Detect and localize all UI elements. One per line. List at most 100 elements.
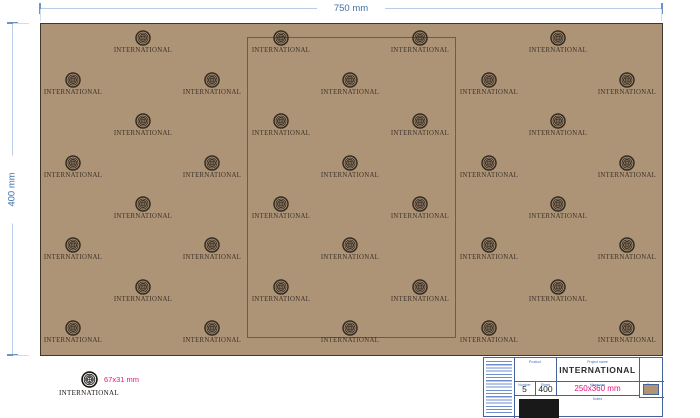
measures-value: 250x360 mm [574, 384, 621, 393]
logo-label: INTERNATIONAL [597, 88, 657, 96]
height-dimension-extension-top [13, 23, 29, 24]
logo-label: INTERNATIONAL [390, 129, 450, 137]
logo-emblem-icon [135, 196, 151, 212]
logo-emblem-icon [81, 371, 98, 388]
logo-label: INTERNATIONAL [251, 295, 311, 303]
logo-emblem-icon [550, 30, 566, 46]
logo-emblem-icon [619, 237, 635, 253]
logo-label: INTERNATIONAL [459, 336, 519, 344]
logo-label: INTERNATIONAL [459, 88, 519, 96]
logo-label: INTERNATIONAL [43, 336, 103, 344]
logo-stamp: INTERNATIONAL [248, 279, 314, 303]
logo-emblem-icon [65, 72, 81, 88]
logo-emblem-icon [550, 196, 566, 212]
logo-label: INTERNATIONAL [528, 295, 588, 303]
logo-emblem-icon [481, 72, 497, 88]
height-dimension-label: 400 mm [5, 155, 19, 224]
logo-emblem-icon [204, 237, 220, 253]
logo-emblem-icon [412, 113, 428, 129]
legend-size-label: 67x31 mm [104, 375, 140, 384]
logo-label: INTERNATIONAL [459, 253, 519, 261]
logo-label: INTERNATIONAL [113, 212, 173, 220]
logo-stamp: INTERNATIONAL [525, 30, 591, 54]
logo-label: INTERNATIONAL [113, 46, 173, 54]
logo-stamp: INTERNATIONAL [594, 72, 660, 96]
company-mark-placeholder [519, 399, 559, 418]
logo-emblem-icon [619, 320, 635, 336]
logo-stamp: INTERNATIONAL [248, 30, 314, 54]
cut-area-outline [247, 37, 456, 338]
logo-label: INTERNATIONAL [528, 212, 588, 220]
logo-stamp: INTERNATIONAL [40, 320, 106, 344]
title-block-divider [514, 358, 515, 418]
legend-logo [81, 371, 98, 393]
logo-emblem-icon [135, 30, 151, 46]
logo-stamp: INTERNATIONAL [110, 113, 176, 137]
logo-stamp: INTERNATIONAL [40, 72, 106, 96]
logo-stamp: INTERNATIONAL [594, 155, 660, 179]
logo-emblem-icon [412, 279, 428, 295]
logo-emblem-icon [342, 237, 358, 253]
logo-emblem-icon [481, 155, 497, 171]
logo-stamp: INTERNATIONAL [456, 237, 522, 261]
logo-stamp: INTERNATIONAL [179, 237, 245, 261]
title-block-divider [514, 381, 664, 382]
logo-emblem-icon [342, 320, 358, 336]
logo-stamp: INTERNATIONAL [248, 196, 314, 220]
project-name-value: INTERNATIONAL [559, 365, 636, 375]
logo-label: INTERNATIONAL [528, 129, 588, 137]
logo-emblem-icon [273, 30, 289, 46]
logo-stamp: INTERNATIONAL [317, 72, 383, 96]
height-dimension-extension-bottom [13, 355, 29, 356]
logo-stamp: INTERNATIONAL [594, 320, 660, 344]
logo-emblem-icon [204, 155, 220, 171]
title-block-divider [514, 395, 639, 396]
logo-label: INTERNATIONAL [251, 129, 311, 137]
logo-emblem-icon [273, 196, 289, 212]
logo-emblem-icon [481, 320, 497, 336]
logo-label: INTERNATIONAL [597, 336, 657, 344]
logo-label: INTERNATIONAL [320, 253, 380, 261]
logo-emblem-icon [619, 155, 635, 171]
logo-emblem-icon [65, 237, 81, 253]
logo-emblem-icon [342, 72, 358, 88]
logo-label: INTERNATIONAL [43, 88, 103, 96]
logo-emblem-icon [204, 320, 220, 336]
logo-label: INTERNATIONAL [390, 295, 450, 303]
logo-emblem-icon [135, 279, 151, 295]
logo-stamp: INTERNATIONAL [110, 279, 176, 303]
logo-label: INTERNATIONAL [182, 336, 242, 344]
logo-stamp: INTERNATIONAL [179, 72, 245, 96]
title-block: Product Project name Number Sheet Measur… [483, 357, 664, 418]
number-field-label: Number [518, 382, 531, 387]
logo-stamp: INTERNATIONAL [387, 30, 453, 54]
logo-stamp: INTERNATIONAL [317, 155, 383, 179]
width-dimension-label: 750 mm [317, 2, 385, 15]
project-name-field-label: Project name [587, 360, 608, 364]
logo-stamp: INTERNATIONAL [387, 196, 453, 220]
logo-stamp: INTERNATIONAL [317, 320, 383, 344]
logo-stamp: INTERNATIONAL [387, 279, 453, 303]
measures-field-label: Measures [589, 382, 606, 387]
logo-label: INTERNATIONAL [459, 171, 519, 179]
logo-emblem-icon [481, 237, 497, 253]
logo-label: INTERNATIONAL [390, 212, 450, 220]
logo-emblem-icon [619, 72, 635, 88]
logo-stamp: INTERNATIONAL [248, 113, 314, 137]
logo-emblem-icon [412, 30, 428, 46]
logo-emblem-icon [550, 279, 566, 295]
fine-print-text [486, 361, 512, 413]
logo-emblem-icon [65, 320, 81, 336]
logo-stamp: INTERNATIONAL [110, 196, 176, 220]
logo-label: INTERNATIONAL [182, 171, 242, 179]
logo-label: INTERNATIONAL [43, 253, 103, 261]
logo-stamp: INTERNATIONAL [456, 320, 522, 344]
logo-label: INTERNATIONAL [251, 212, 311, 220]
logo-label: INTERNATIONAL [113, 129, 173, 137]
height-dimension-tick-bottom [7, 354, 18, 356]
logo-stamp: INTERNATIONAL [40, 237, 106, 261]
width-dimension-extension-left [40, 9, 41, 21]
logo-emblem-icon [65, 155, 81, 171]
logo-emblem-icon [550, 113, 566, 129]
notes-field-label: Notes [592, 396, 603, 401]
